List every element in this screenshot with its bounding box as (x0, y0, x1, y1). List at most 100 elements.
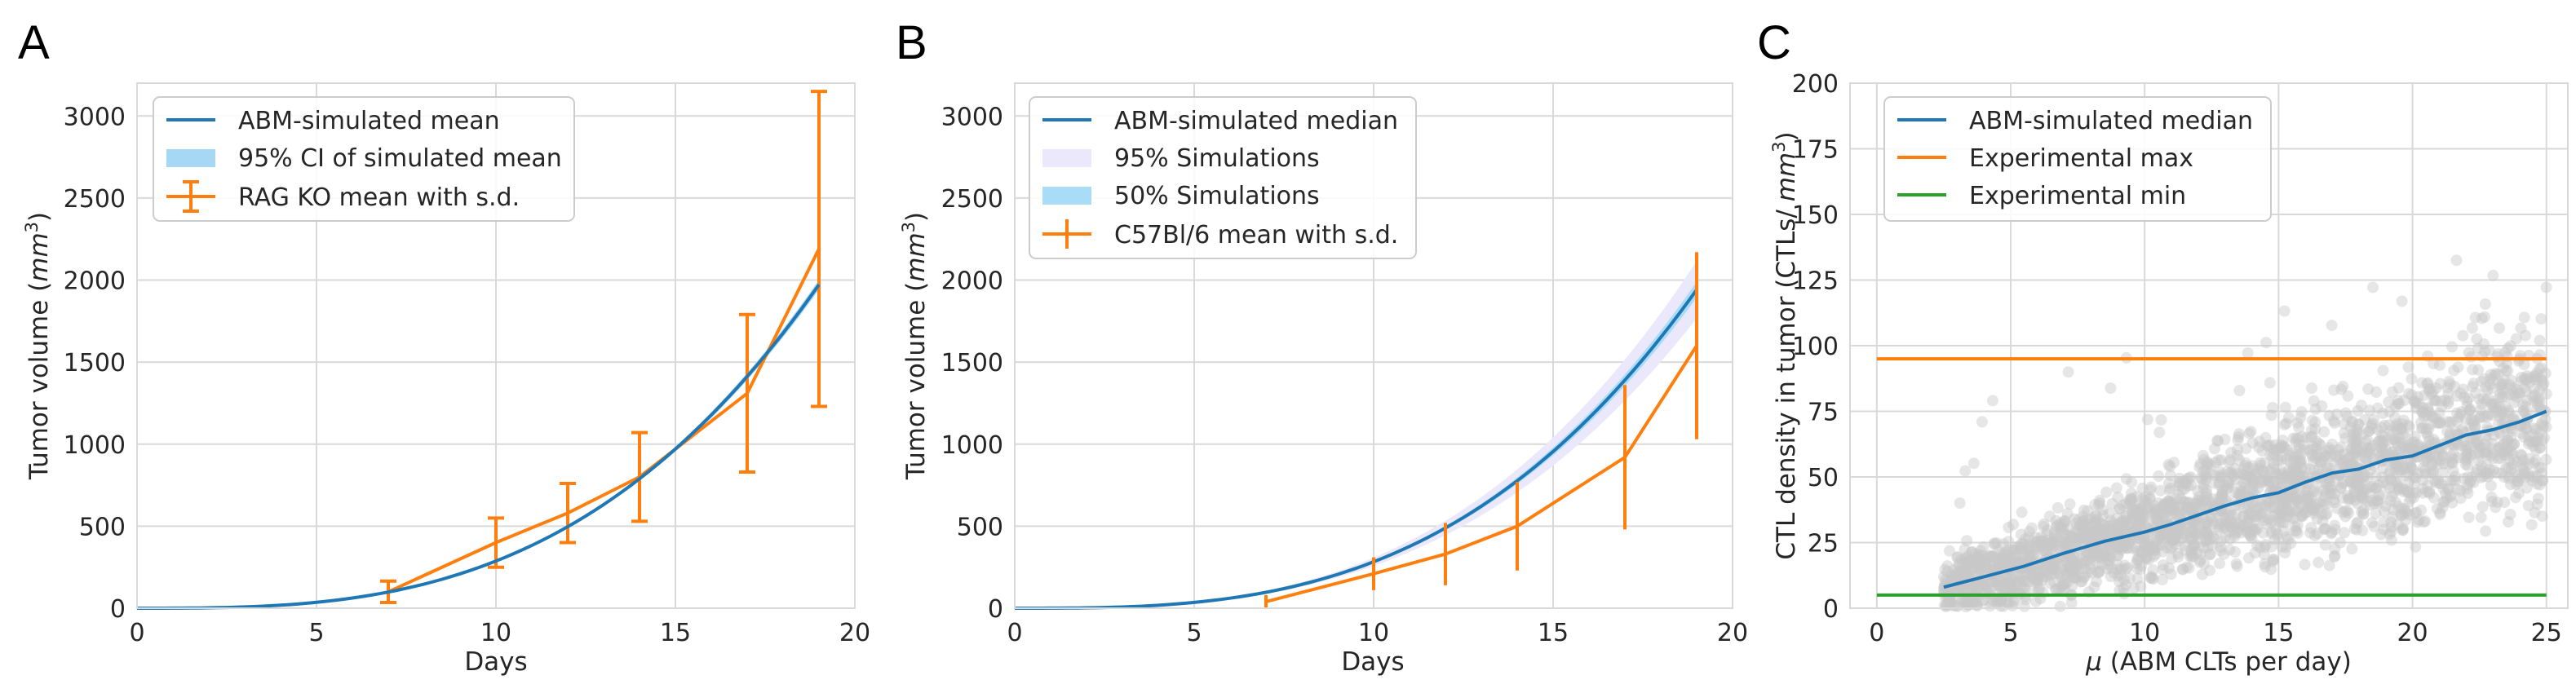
scatter-point (2202, 541, 2214, 554)
scatter-point (2540, 421, 2552, 433)
scatter-point (2293, 422, 2305, 434)
scatter-point (2525, 519, 2538, 531)
scatter-point (2168, 457, 2180, 469)
scatter-point (2487, 448, 2499, 460)
scatter-point (2521, 374, 2533, 386)
scatter-point (2154, 507, 2166, 519)
scatter-point (2268, 448, 2280, 460)
scatter-point (2081, 521, 2093, 533)
scatter-point (2401, 506, 2413, 519)
scatter-point (2395, 509, 2407, 520)
scatter-point (2385, 475, 2397, 487)
scatter-point (2051, 520, 2063, 532)
scatter-point (2502, 364, 2514, 377)
scatter-point (2164, 505, 2176, 517)
scatter-point (2538, 421, 2550, 432)
scatter-point (2194, 494, 2206, 506)
scatter-point (2219, 531, 2231, 543)
scatter-point (2115, 523, 2127, 536)
scatter-point (2460, 454, 2472, 466)
scatter-point (2405, 461, 2416, 472)
scatter-point (2316, 508, 2328, 520)
scatter-point (2531, 373, 2543, 386)
scatter-point (2153, 505, 2164, 518)
scatter-point (2329, 488, 2341, 500)
scatter-point (2325, 483, 2337, 495)
scatter-point (1961, 558, 1973, 571)
scatter-point (2058, 541, 2070, 553)
scatter-point (2448, 364, 2460, 377)
scatter-point (2404, 509, 2416, 521)
scatter-point (2031, 575, 2043, 587)
scatter-point (1982, 576, 1994, 589)
scatter-point (2387, 510, 2399, 523)
scatter-point (2494, 442, 2506, 454)
scatter-point (2139, 536, 2151, 548)
scatter-point (2148, 508, 2160, 520)
scatter-point (2198, 479, 2210, 491)
scatter-point (2508, 438, 2521, 450)
y-tick-label: 0 (988, 595, 1003, 624)
scatter-point (2039, 567, 2051, 579)
scatter-point (2276, 501, 2288, 513)
scatter-point (2480, 525, 2492, 537)
scatter-point (2305, 431, 2317, 444)
scatter-point (2040, 539, 2052, 551)
scatter-point (2092, 543, 2105, 555)
scatter-point (2478, 447, 2490, 459)
scatter-point (2133, 514, 2145, 527)
scatter-point (2038, 545, 2051, 557)
scatter-point (2242, 347, 2254, 359)
scatter-point (2260, 500, 2272, 512)
scatter-point (1967, 561, 1980, 573)
scatter-point (2279, 547, 2291, 558)
scatter-point (2277, 491, 2290, 503)
scatter-point (2091, 514, 2103, 526)
scatter-point (2406, 389, 2418, 401)
scatter-point (2056, 554, 2069, 567)
y-tick-label: 200 (1792, 70, 1839, 99)
scatter-point (2290, 491, 2302, 503)
scatter-point (2198, 501, 2211, 513)
scatter-point (2296, 510, 2308, 522)
scatter-point (2364, 443, 2376, 455)
scatter-point (2064, 498, 2076, 510)
scatter-point (2291, 470, 2303, 482)
scatter-point (2150, 541, 2162, 554)
scatter-point (2041, 571, 2053, 583)
scatter-point (2139, 540, 2151, 552)
scatter-point (2481, 459, 2493, 471)
scatter-point (2162, 459, 2175, 470)
scatter-point (2335, 383, 2348, 395)
scatter-point (1975, 545, 1986, 557)
scatter-point (2157, 513, 2169, 525)
scatter-point (2357, 508, 2370, 520)
scatter-point (1985, 558, 1997, 569)
scatter-point (2285, 537, 2297, 550)
scatter-point (1994, 548, 2006, 560)
scatter-point (2154, 484, 2167, 497)
scatter-point (2481, 445, 2493, 457)
scatter-point (2242, 552, 2255, 564)
scatter-point (2082, 514, 2095, 526)
scatter-point (2224, 533, 2236, 545)
scatter-point (2476, 441, 2488, 453)
scatter-point (2073, 514, 2085, 526)
scatter-point (2262, 472, 2273, 483)
scatter-point (2384, 425, 2397, 437)
scatter-point (2396, 510, 2407, 522)
scatter-point (2246, 473, 2258, 485)
scatter-point (2068, 572, 2080, 584)
scatter-point (1990, 537, 2003, 549)
scatter-point (2462, 487, 2474, 499)
scatter-point (1954, 582, 1967, 594)
scatter-point (2468, 414, 2481, 426)
scatter-point (2325, 527, 2337, 540)
scatter-point (2199, 469, 2211, 481)
scatter-point (2123, 494, 2136, 506)
scatter-point (2306, 414, 2318, 426)
scatter-point (2087, 527, 2099, 538)
scatter-point (2338, 527, 2350, 539)
scatter-point (2242, 512, 2255, 524)
scatter-point (2191, 545, 2203, 558)
